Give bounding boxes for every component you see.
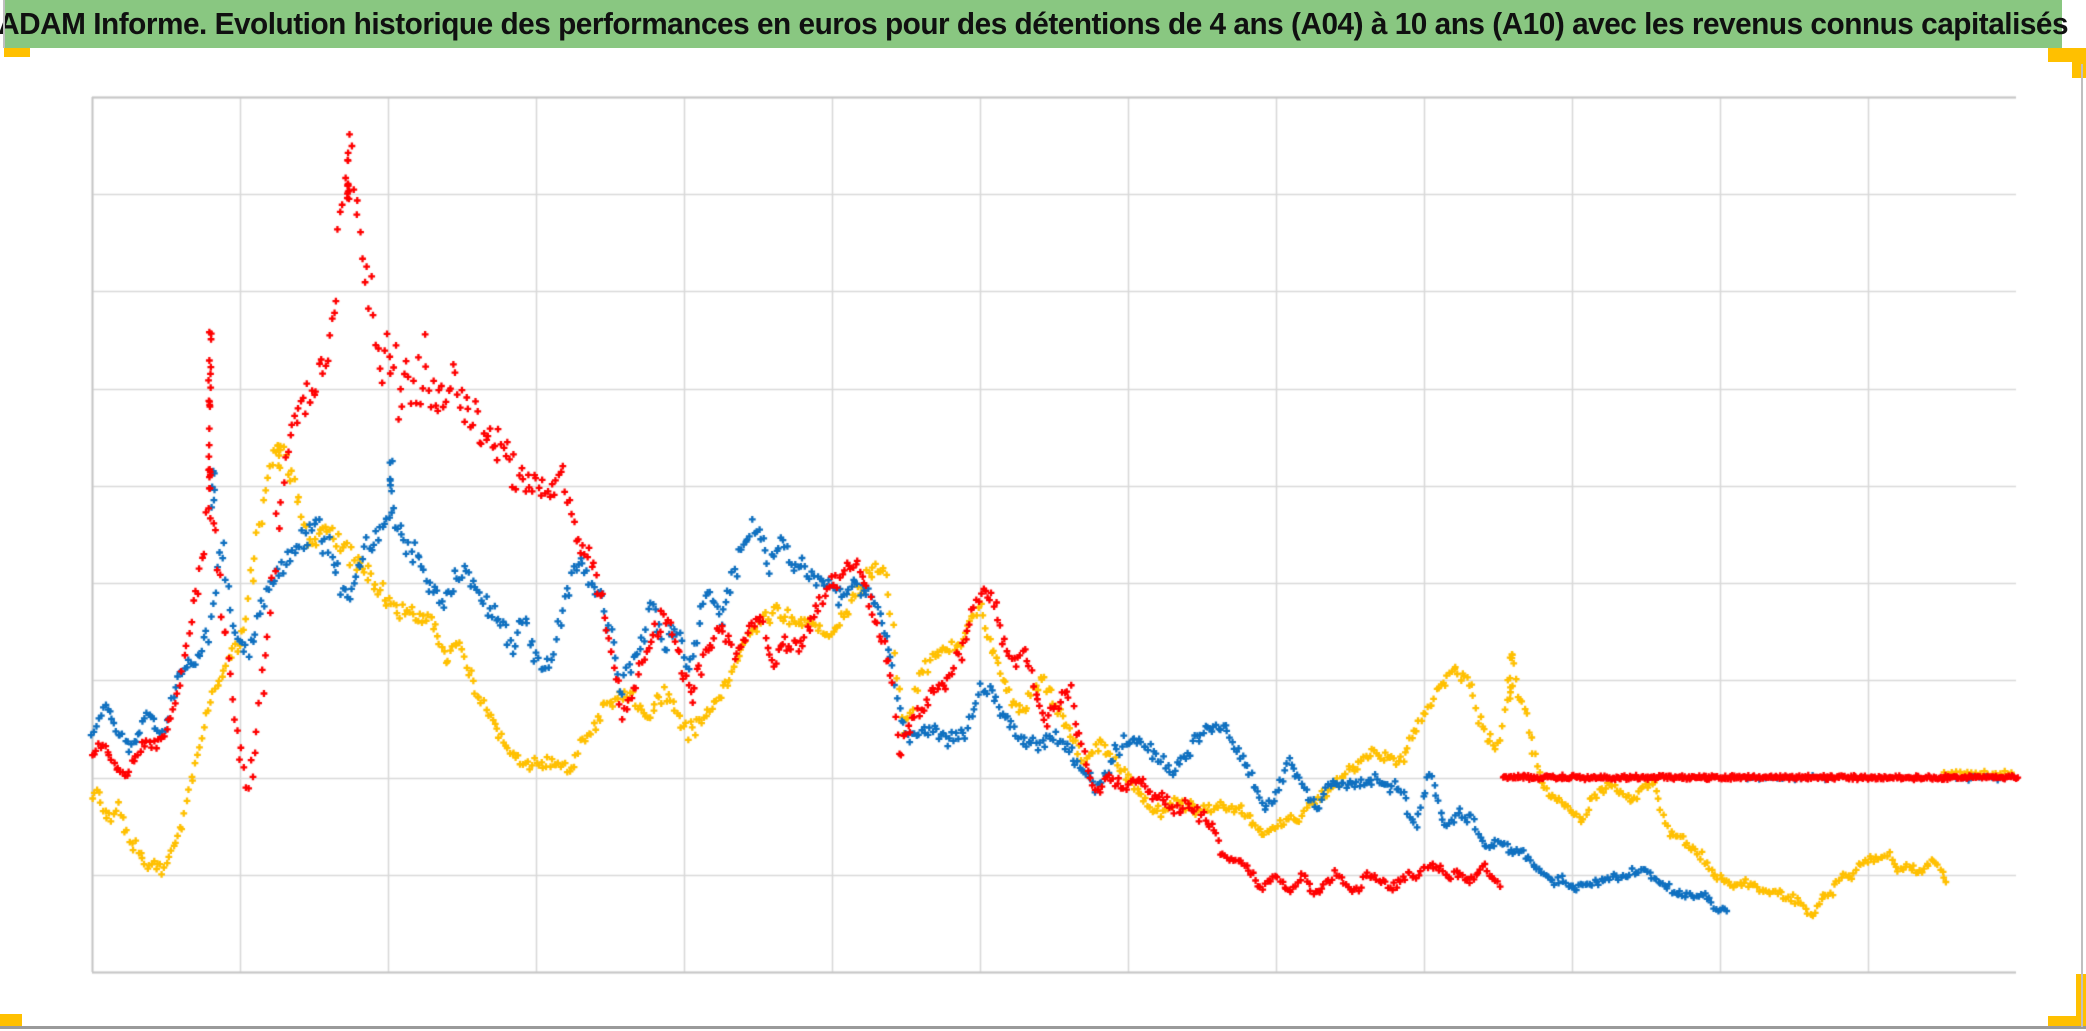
left-edge-line — [3, 0, 5, 48]
chart-title-bar: ADAM Informe. Evolution historique des p… — [0, 0, 2068, 48]
page-break-marker-bottom-right-horizontal — [2048, 1016, 2086, 1028]
page-break-marker-top-left — [4, 48, 30, 57]
page-break-marker-bottom-left — [0, 1014, 22, 1027]
right-edge-line — [2081, 64, 2083, 1027]
page-break-marker-top-right-vertical — [2072, 48, 2086, 78]
chart-title: ADAM Informe. Evolution historique des p… — [0, 6, 2068, 41]
bottom-edge-line — [0, 1026, 2086, 1029]
